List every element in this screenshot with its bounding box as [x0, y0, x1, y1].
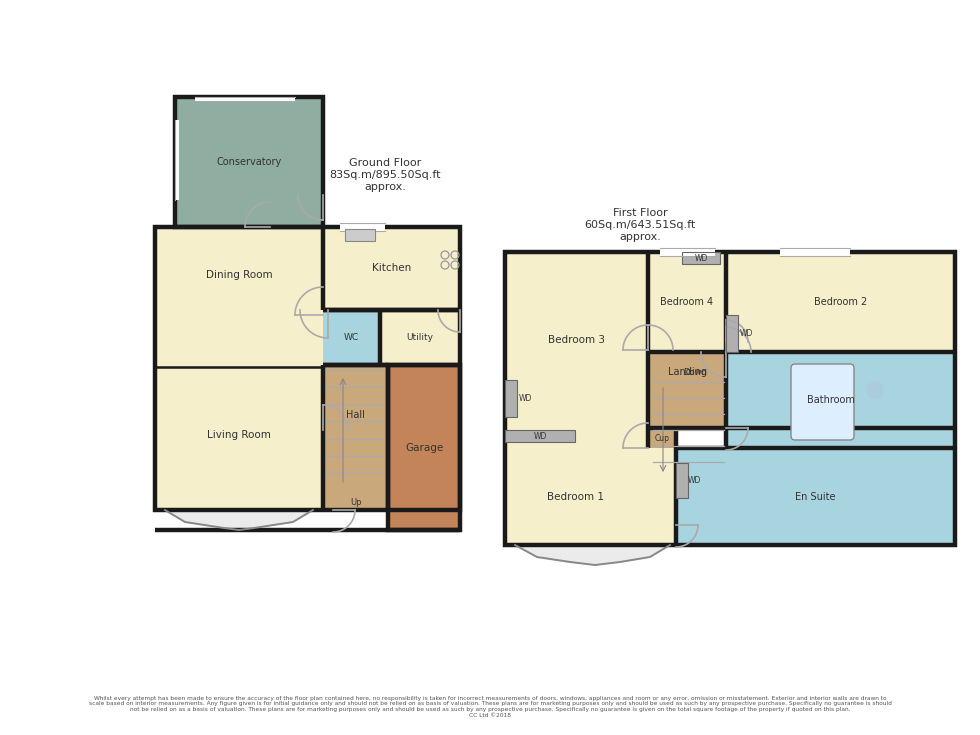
Text: WD: WD: [533, 431, 547, 440]
Bar: [505, 430, 575, 442]
Text: Bedroom 3: Bedroom 3: [548, 335, 605, 345]
Bar: [648, 428, 676, 448]
Text: Ground Floor
83Sq.m/895.50Sq.ft
approx.: Ground Floor 83Sq.m/895.50Sq.ft approx.: [329, 159, 441, 192]
Bar: [676, 463, 688, 498]
Text: Bedroom 2: Bedroom 2: [813, 297, 867, 307]
Text: Bedroom 4: Bedroom 4: [661, 297, 713, 307]
Bar: [505, 380, 517, 417]
Text: Bedroom 1: Bedroom 1: [547, 492, 604, 501]
Bar: [323, 365, 388, 510]
Bar: [340, 223, 385, 231]
Bar: [323, 227, 460, 310]
Text: WD: WD: [739, 329, 753, 337]
Bar: [682, 252, 720, 264]
Bar: [175, 97, 323, 227]
Bar: [505, 430, 575, 442]
Text: Utility: Utility: [407, 333, 433, 342]
Text: Whilst every attempt has been made to ensure the accuracy of the floor plan cont: Whilst every attempt has been made to en…: [88, 695, 892, 718]
Bar: [505, 380, 517, 417]
Bar: [780, 248, 850, 256]
Text: Kitchen: Kitchen: [371, 263, 412, 273]
Bar: [726, 352, 955, 448]
Bar: [726, 315, 738, 352]
Bar: [195, 97, 295, 101]
Bar: [323, 310, 380, 365]
Bar: [676, 463, 688, 498]
Bar: [682, 252, 720, 264]
Bar: [505, 448, 676, 545]
Polygon shape: [165, 510, 313, 530]
Bar: [388, 365, 460, 530]
Bar: [155, 227, 460, 510]
Bar: [505, 252, 955, 545]
Bar: [726, 315, 738, 352]
Bar: [795, 368, 850, 436]
Text: Conservatory: Conservatory: [217, 157, 281, 167]
Text: Up: Up: [350, 498, 362, 506]
Bar: [380, 310, 460, 365]
Bar: [660, 248, 715, 256]
Bar: [648, 352, 726, 428]
Text: En Suite: En Suite: [795, 492, 836, 501]
Text: WD: WD: [694, 254, 708, 262]
Bar: [505, 252, 648, 448]
Bar: [676, 448, 955, 545]
Bar: [175, 120, 179, 200]
Text: Hall: Hall: [346, 410, 365, 420]
Bar: [388, 365, 460, 530]
Bar: [175, 97, 323, 227]
Text: Cup: Cup: [655, 434, 669, 442]
Text: First Floor
60Sq.m/643.51Sq.ft
approx.: First Floor 60Sq.m/643.51Sq.ft approx.: [584, 209, 696, 242]
Bar: [648, 252, 726, 352]
Text: Living Room: Living Room: [207, 430, 270, 440]
Text: Dining Room: Dining Room: [206, 270, 272, 280]
Polygon shape: [515, 545, 670, 565]
Bar: [726, 252, 955, 352]
Text: Landing: Landing: [667, 367, 707, 377]
Circle shape: [867, 382, 883, 398]
Text: Garage: Garage: [405, 442, 443, 453]
Text: Bathroom: Bathroom: [807, 395, 855, 405]
FancyBboxPatch shape: [791, 364, 854, 440]
Text: WC: WC: [344, 333, 359, 342]
Text: Down: Down: [683, 368, 707, 376]
Bar: [345, 229, 375, 241]
Bar: [345, 229, 375, 241]
Text: WD: WD: [687, 476, 701, 484]
Text: WD: WD: [518, 393, 532, 403]
Bar: [155, 227, 323, 510]
